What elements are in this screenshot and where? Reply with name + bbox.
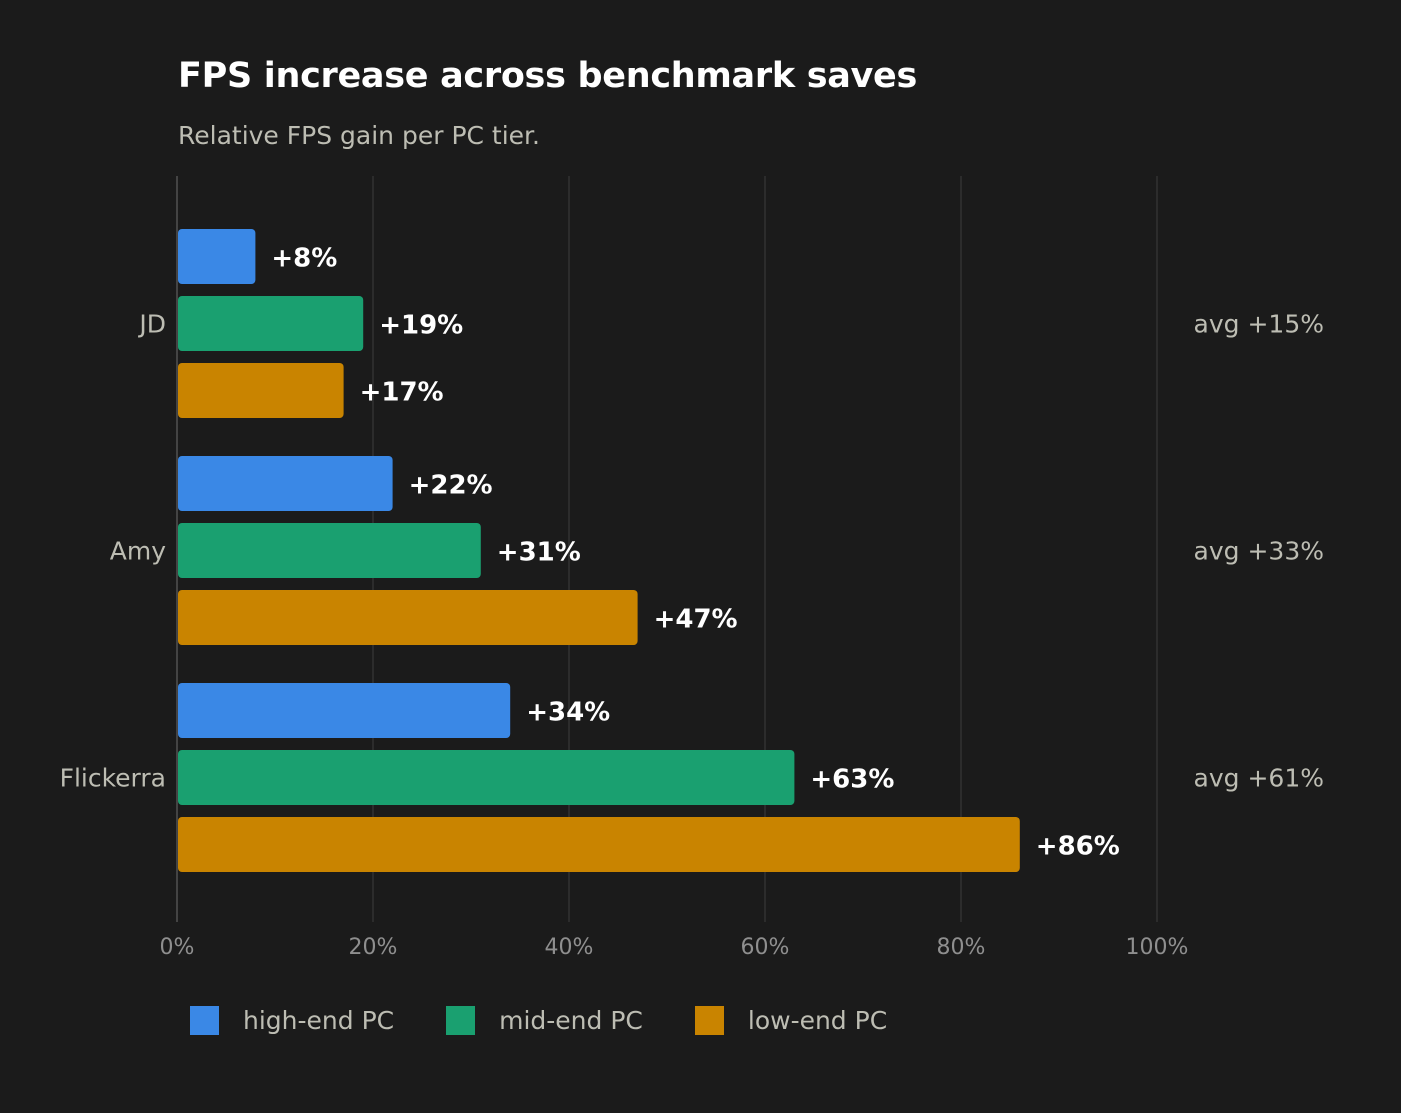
bar-high-end-pc [178,229,256,284]
x-tick-label: 80% [937,935,986,960]
x-tick-label: 20% [349,935,398,960]
legend-swatch [446,1006,476,1035]
legend-label: low-end PC [747,1006,888,1035]
data-label: +86% [1036,832,1120,862]
data-label: +34% [526,698,610,728]
data-label: +19% [379,311,463,341]
x-tick-label: 0% [160,935,195,960]
data-label: +8% [271,244,337,274]
bar-low-end-pc [178,363,344,418]
legend-item: high-end PC [190,1006,394,1035]
data-label: +31% [497,538,581,568]
chart-title: FPS increase across benchmark saves [178,56,918,96]
chart-legend: high-end PC mid-end PC low-end PC [190,1006,939,1035]
x-tick-label: 40% [545,935,594,960]
x-tick-label: 100% [1126,935,1189,960]
bar-high-end-pc [178,456,393,511]
legend-label: high-end PC [243,1006,395,1035]
bar-high-end-pc [178,683,511,738]
chart-subtitle: Relative FPS gain per PC tier. [178,121,540,150]
data-label: +17% [360,378,444,408]
x-tick-label: 60% [741,935,790,960]
bar-low-end-pc [178,590,638,645]
legend-swatch [190,1006,219,1035]
average-label: avg +15% [1194,310,1324,339]
average-label: avg +33% [1194,537,1324,566]
bar-mid-end-pc [178,296,364,351]
category-label: Flickerra [60,764,166,793]
bar-low-end-pc [178,817,1020,872]
data-label: +22% [409,471,493,501]
data-label: +47% [654,605,738,635]
data-label: +63% [810,765,894,795]
category-label: Amy [110,537,166,566]
bar-mid-end-pc [178,750,795,805]
category-label: JD [137,310,166,339]
average-label: avg +61% [1194,764,1324,793]
legend-label: mid-end PC [499,1006,643,1035]
legend-item: low-end PC [694,1006,888,1035]
bar-mid-end-pc [178,523,481,578]
legend-item: mid-end PC [446,1006,643,1035]
legend-swatch [694,1006,724,1035]
chart-plot-area: 0% 20% 40% 60% 80% 100% JD +8% +19% +17% avg +15% A… [60,176,1324,960]
